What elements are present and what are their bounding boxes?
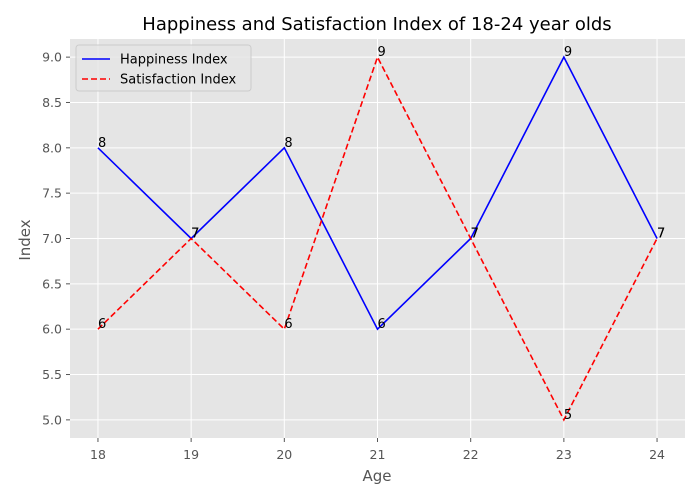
y-tick-label: 7.5 xyxy=(42,186,62,201)
data-label: 7 xyxy=(657,227,665,242)
x-tick-label: 22 xyxy=(463,447,479,462)
x-tick-label: 18 xyxy=(90,447,106,462)
data-label: 8 xyxy=(98,136,106,151)
data-label: 8 xyxy=(284,136,292,151)
series-lines xyxy=(97,55,658,422)
data-label: 5 xyxy=(564,408,572,423)
data-label: 7 xyxy=(657,227,665,242)
y-tick-label: 8.0 xyxy=(42,140,62,155)
legend-label: Satisfaction Index xyxy=(120,73,237,88)
data-label: 6 xyxy=(284,317,292,332)
x-axis-ticks: 18 19 20 21 22 23 24 xyxy=(90,438,665,462)
y-tick-label: 6.5 xyxy=(42,276,62,291)
data-label: 7 xyxy=(191,227,199,242)
x-axis-label: Age xyxy=(362,467,391,485)
data-label: 7 xyxy=(191,227,199,242)
y-axis-ticks: 5.0 5.5 6.0 6.5 7.0 7.5 8.0 8.5 9.0 xyxy=(42,50,70,427)
data-label: 6 xyxy=(378,317,386,332)
x-tick-label: 24 xyxy=(649,447,665,462)
chart-title: Happiness and Satisfaction Index of 18-2… xyxy=(142,14,611,35)
x-tick-label: 23 xyxy=(556,447,572,462)
y-tick-label: 6.0 xyxy=(42,322,62,337)
y-tick-label: 7.0 xyxy=(42,231,62,246)
data-label: 6 xyxy=(98,317,106,332)
y-tick-label: 5.5 xyxy=(42,367,62,382)
chart-legend: Happiness Index Satisfaction Index xyxy=(75,44,252,92)
data-label: 9 xyxy=(378,45,386,60)
y-tick-label: 9.0 xyxy=(42,50,62,65)
legend-box xyxy=(75,44,252,92)
legend-items: Happiness Index Satisfaction Index xyxy=(82,53,237,88)
data-label: 9 xyxy=(564,45,572,60)
x-tick-label: 21 xyxy=(370,447,386,462)
legend-label: Happiness Index xyxy=(120,53,228,68)
y-tick-label: 5.0 xyxy=(42,412,62,427)
data-label: 7 xyxy=(471,227,479,242)
x-tick-label: 20 xyxy=(276,447,292,462)
data-label: 7 xyxy=(471,227,479,242)
x-tick-label: 19 xyxy=(183,447,199,462)
y-tick-label: 8.5 xyxy=(42,95,62,110)
y-axis-label: Index xyxy=(16,219,34,260)
